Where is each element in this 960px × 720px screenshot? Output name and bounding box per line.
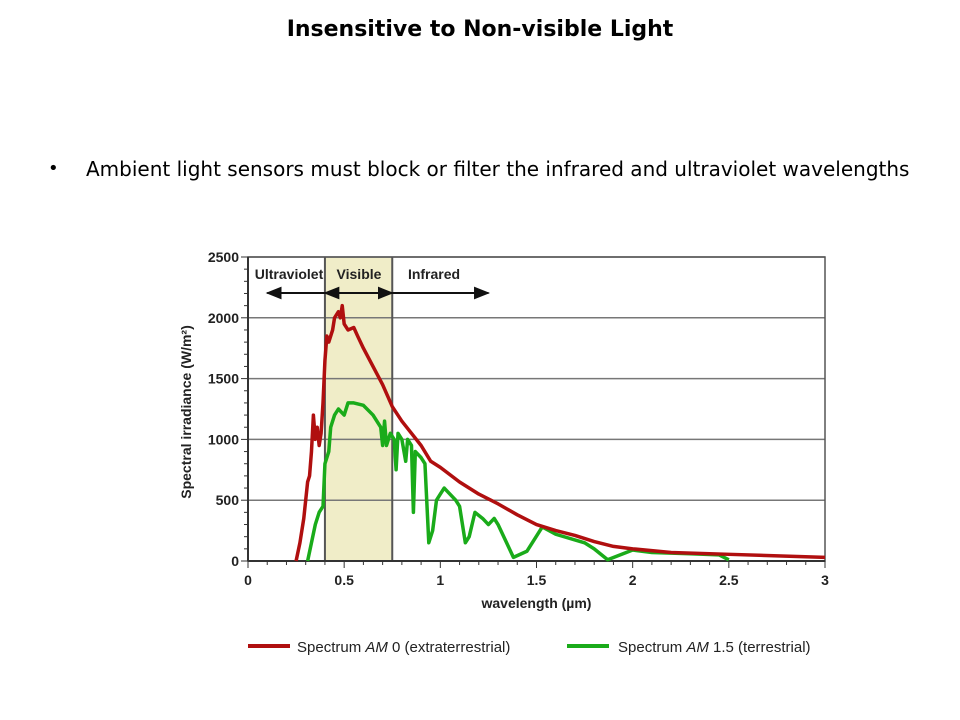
x-tick-label: 1 <box>436 572 444 588</box>
x-tick-label: 2.5 <box>719 572 739 588</box>
y-tick-label: 1000 <box>208 431 239 447</box>
y-tick-label: 1500 <box>208 371 239 387</box>
y-tick-label: 500 <box>216 492 240 508</box>
bullet-marker: • <box>48 158 59 179</box>
x-tick-label: 1.5 <box>527 572 547 588</box>
x-tick-label: 0 <box>244 572 252 588</box>
region-label-ultraviolet: Ultraviolet <box>255 266 324 282</box>
region-label-visible: Visible <box>337 266 382 282</box>
y-tick-label: 2500 <box>208 249 239 265</box>
x-axis-label: wavelength (µm) <box>481 595 592 611</box>
bullet-text: Ambient light sensors must block or filt… <box>86 157 910 181</box>
x-tick-label: 0.5 <box>334 572 354 588</box>
x-tick-label: 2 <box>629 572 637 588</box>
y-tick-label: 0 <box>231 553 239 569</box>
legend-label: Spectrum AM 0 (extraterrestrial) <box>297 639 510 656</box>
x-tick-label: 3 <box>821 572 829 588</box>
region-label-infrared: Infrared <box>408 266 460 282</box>
series-line-am0 <box>294 303 826 562</box>
visible-region-shade <box>324 257 393 561</box>
y-tick-label: 2000 <box>208 310 239 326</box>
legend-label: Spectrum AM 1.5 (terrestrial) <box>618 639 811 656</box>
slide-title: Insensitive to Non-visible Light <box>286 17 674 42</box>
y-axis-label: Spectral irradiance (W/m²) <box>178 325 194 499</box>
series-line-am1-5 <box>305 401 730 562</box>
